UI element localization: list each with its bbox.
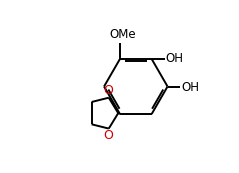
Text: OH: OH	[181, 80, 199, 94]
Text: OMe: OMe	[109, 28, 136, 41]
Text: O: O	[103, 84, 113, 97]
Text: OH: OH	[165, 52, 183, 65]
Text: O: O	[103, 129, 113, 142]
